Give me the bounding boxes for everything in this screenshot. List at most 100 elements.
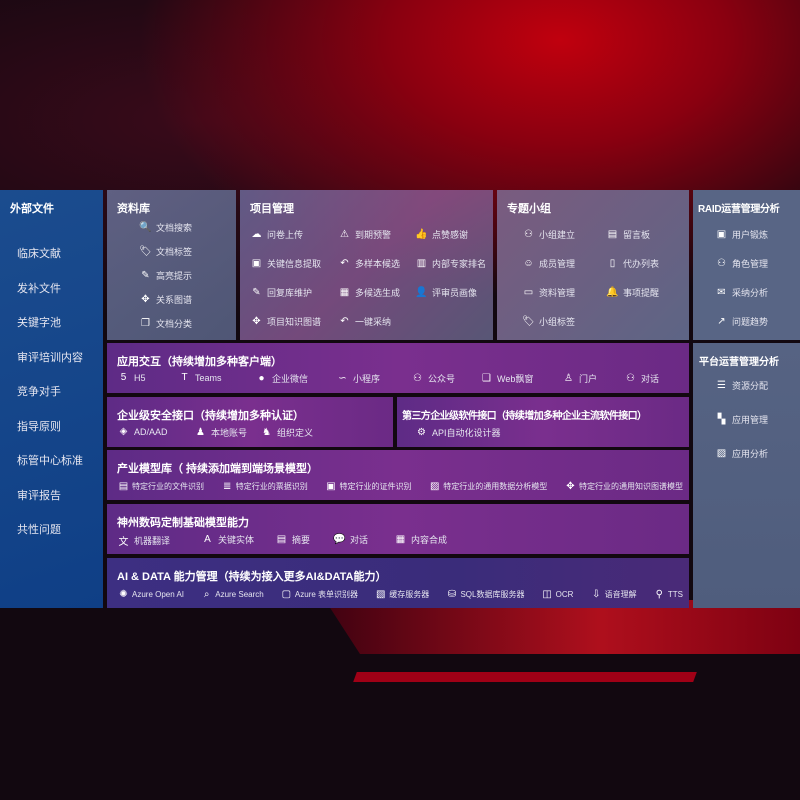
feature-item[interactable]: ⇩ 语音理解 — [590, 589, 637, 600]
feature-item[interactable]: 🏷 小组标签 — [522, 315, 575, 328]
feature-item[interactable]: ✥ 特定行业的通用知识图谱模型 — [564, 481, 683, 492]
feature-item[interactable]: ◈ AD/AAD — [117, 426, 168, 437]
feature-item[interactable]: ◫ OCR — [541, 589, 574, 600]
feature-label: 评审员画像 — [432, 288, 478, 298]
feature-item[interactable]: ↶ 一键采纳 — [338, 315, 391, 328]
feature-item[interactable]: ❑ Web飘窗 — [480, 372, 533, 385]
sidebar-item[interactable]: 发补文件 — [17, 282, 61, 295]
feature-item[interactable]: ▥ 内部专家排名 — [415, 257, 486, 270]
feature-item[interactable]: ✺ Azure Open AI — [117, 589, 184, 600]
feature-item[interactable]: ⛁ SQL数据库服务器 — [445, 589, 525, 600]
alarm-icon: ⚠ — [340, 229, 349, 240]
feature-item[interactable]: ⚇ 角色管理 — [715, 257, 768, 270]
feature-label: 问题趋势 — [732, 317, 769, 327]
feature-item[interactable]: ♙ 门户 — [562, 372, 597, 385]
feature-item[interactable]: ▦ 内容合成 — [394, 533, 447, 546]
feature-item[interactable]: ▤ 留言板 — [606, 228, 650, 241]
feature-item[interactable]: ▢ Azure 表单识别器 — [280, 589, 358, 600]
feature-item[interactable]: 🏷 文档标签 — [139, 245, 192, 258]
feature-item[interactable]: ↶ 多样本候选 — [338, 257, 400, 270]
feature-item[interactable]: 5 H5 — [117, 372, 146, 383]
feature-label: OCR — [555, 589, 574, 599]
doc-icon: ▤ — [276, 534, 287, 545]
feature-item[interactable]: ♞ 组织定义 — [260, 426, 313, 439]
feature-item[interactable]: ▦ 多候选生成 — [338, 286, 400, 299]
users-icon: ⚇ — [524, 229, 533, 240]
feature-item[interactable]: A 关键实体 — [201, 533, 254, 546]
feature-item[interactable]: 🔍 文档搜索 — [139, 221, 192, 234]
user-add-icon: ☺ — [523, 258, 534, 269]
feature-item[interactable]: ⚇ 公众号 — [411, 372, 455, 385]
feature-item[interactable]: ▣ 关键信息提取 — [250, 257, 321, 270]
users-icon: ⚇ — [717, 258, 726, 269]
feature-item[interactable]: ▧ 缓存服务器 — [374, 589, 429, 600]
cache-icon: ▧ — [376, 588, 386, 600]
feature-item[interactable]: ✥ 项目知识图谱 — [250, 315, 321, 328]
sidebar-item[interactable]: 审评培训内容 — [17, 351, 83, 364]
feature-item[interactable]: ▣ 特定行业的证件识别 — [325, 480, 412, 492]
feature-item[interactable]: 👍 点赞感谢 — [415, 228, 468, 241]
feature-item[interactable]: ✥ 关系图谱 — [139, 293, 192, 306]
user-icon: 👤 — [415, 287, 428, 298]
feature-item[interactable]: ▣ 用户锻炼 — [715, 228, 768, 241]
feature-item[interactable]: ● 企业微信 — [255, 372, 308, 385]
feature-item[interactable]: ↗ 问题趋势 — [715, 315, 768, 328]
feature-item[interactable]: ≣ 特定行业的票据识别 — [221, 481, 308, 492]
feature-label: 特定行业的证件识别 — [339, 481, 412, 491]
feature-label: 内部专家排名 — [432, 259, 487, 269]
feature-label: 特定行业的通用数据分析模型 — [443, 481, 548, 491]
panel-title: 产业模型库（ 持续添加端到端场景模型） — [117, 463, 319, 475]
feature-item[interactable]: ✎ 回复库维护 — [250, 286, 312, 299]
feature-item[interactable]: ☺ 成员管理 — [522, 257, 575, 270]
feature-item[interactable]: ✉ 采纳分析 — [715, 286, 768, 299]
sidebar-item[interactable]: 审评报告 — [17, 489, 61, 502]
sidebar-item[interactable]: 指导原则 — [17, 420, 61, 433]
wechat-icon: ● — [258, 373, 265, 384]
sidebar-item[interactable]: 共性问题 — [17, 524, 61, 536]
feature-label: 缓存服务器 — [389, 589, 430, 599]
feature-item[interactable]: ∽ 小程序 — [336, 372, 380, 385]
feature-item[interactable]: 文机器翻译 — [117, 533, 171, 548]
feature-item[interactable]: ▯ 代办列表 — [606, 257, 659, 270]
chat-users-icon: ⚇ — [626, 373, 635, 384]
sidebar-item[interactable]: 临床文献 — [17, 248, 61, 260]
teams-icon: T — [181, 372, 188, 383]
feature-item[interactable]: ☰ 资源分配 — [715, 379, 768, 392]
feature-item[interactable]: ▚ 应用管理 — [715, 413, 768, 426]
panel-title: 平台运营管理分析 — [699, 357, 779, 368]
feature-item[interactable]: ☁ 问卷上传 — [250, 228, 304, 241]
feature-item[interactable]: ▨ 特定行业的通用数据分析模型 — [428, 481, 547, 492]
feature-item[interactable]: ⚇ 对话 — [624, 372, 659, 385]
feature-item[interactable]: ⚠ 到期预警 — [338, 228, 391, 241]
sidebar-item[interactable]: 标管中心标准 — [17, 455, 83, 467]
sidebar-item[interactable]: 竞争对手 — [17, 386, 61, 398]
id-card-icon: ▣ — [326, 480, 336, 492]
doc-icon: ▤ — [118, 480, 129, 492]
feature-item[interactable]: ▤ 摘要 — [275, 533, 310, 546]
panel-title: 专题小组 — [507, 203, 551, 215]
feature-item[interactable]: 🔔 事项提醒 — [606, 286, 659, 299]
sidebar-item[interactable]: 关键字池 — [17, 317, 61, 329]
reply-icon: ↶ — [340, 258, 349, 269]
bbs-icon: ▤ — [607, 229, 618, 240]
feature-item[interactable]: ▭ 资料管理 — [522, 286, 575, 299]
feature-item[interactable]: 💬 对话 — [333, 533, 368, 546]
panel-ai-data: AI & DATA 能力管理（持续为接入更多AI&DATA能力） ✺ Azure O… — [107, 558, 689, 608]
feature-item[interactable]: ❐ 文档分类 — [139, 317, 192, 330]
feature-item[interactable]: ⚙ API自动化设计器 — [415, 426, 501, 439]
panel-title: RAID运营管理分析 — [698, 204, 780, 215]
feature-item[interactable]: ⌕ Azure Search — [200, 589, 264, 600]
feature-item[interactable]: T Teams — [178, 372, 221, 383]
list-icon: ☰ — [717, 380, 726, 391]
feature-label: 事项提醒 — [623, 288, 660, 298]
chart-icon: ▨ — [430, 480, 440, 492]
feature-item[interactable]: ▤ 特定行业的文件识别 — [117, 481, 204, 492]
feature-label: 多候选生成 — [355, 288, 401, 298]
feature-item[interactable]: ▨ 应用分析 — [715, 447, 768, 460]
feature-item[interactable]: ⚲ TTS — [653, 589, 683, 600]
feature-item[interactable]: ✎ 高亮提示 — [139, 269, 192, 282]
feature-item[interactable]: ⚇ 小组建立 — [522, 228, 575, 241]
feature-item[interactable]: ♟ 本地账号 — [194, 426, 247, 439]
form-icon: ▢ — [281, 588, 292, 600]
feature-item[interactable]: 👤 评审员画像 — [415, 286, 477, 299]
